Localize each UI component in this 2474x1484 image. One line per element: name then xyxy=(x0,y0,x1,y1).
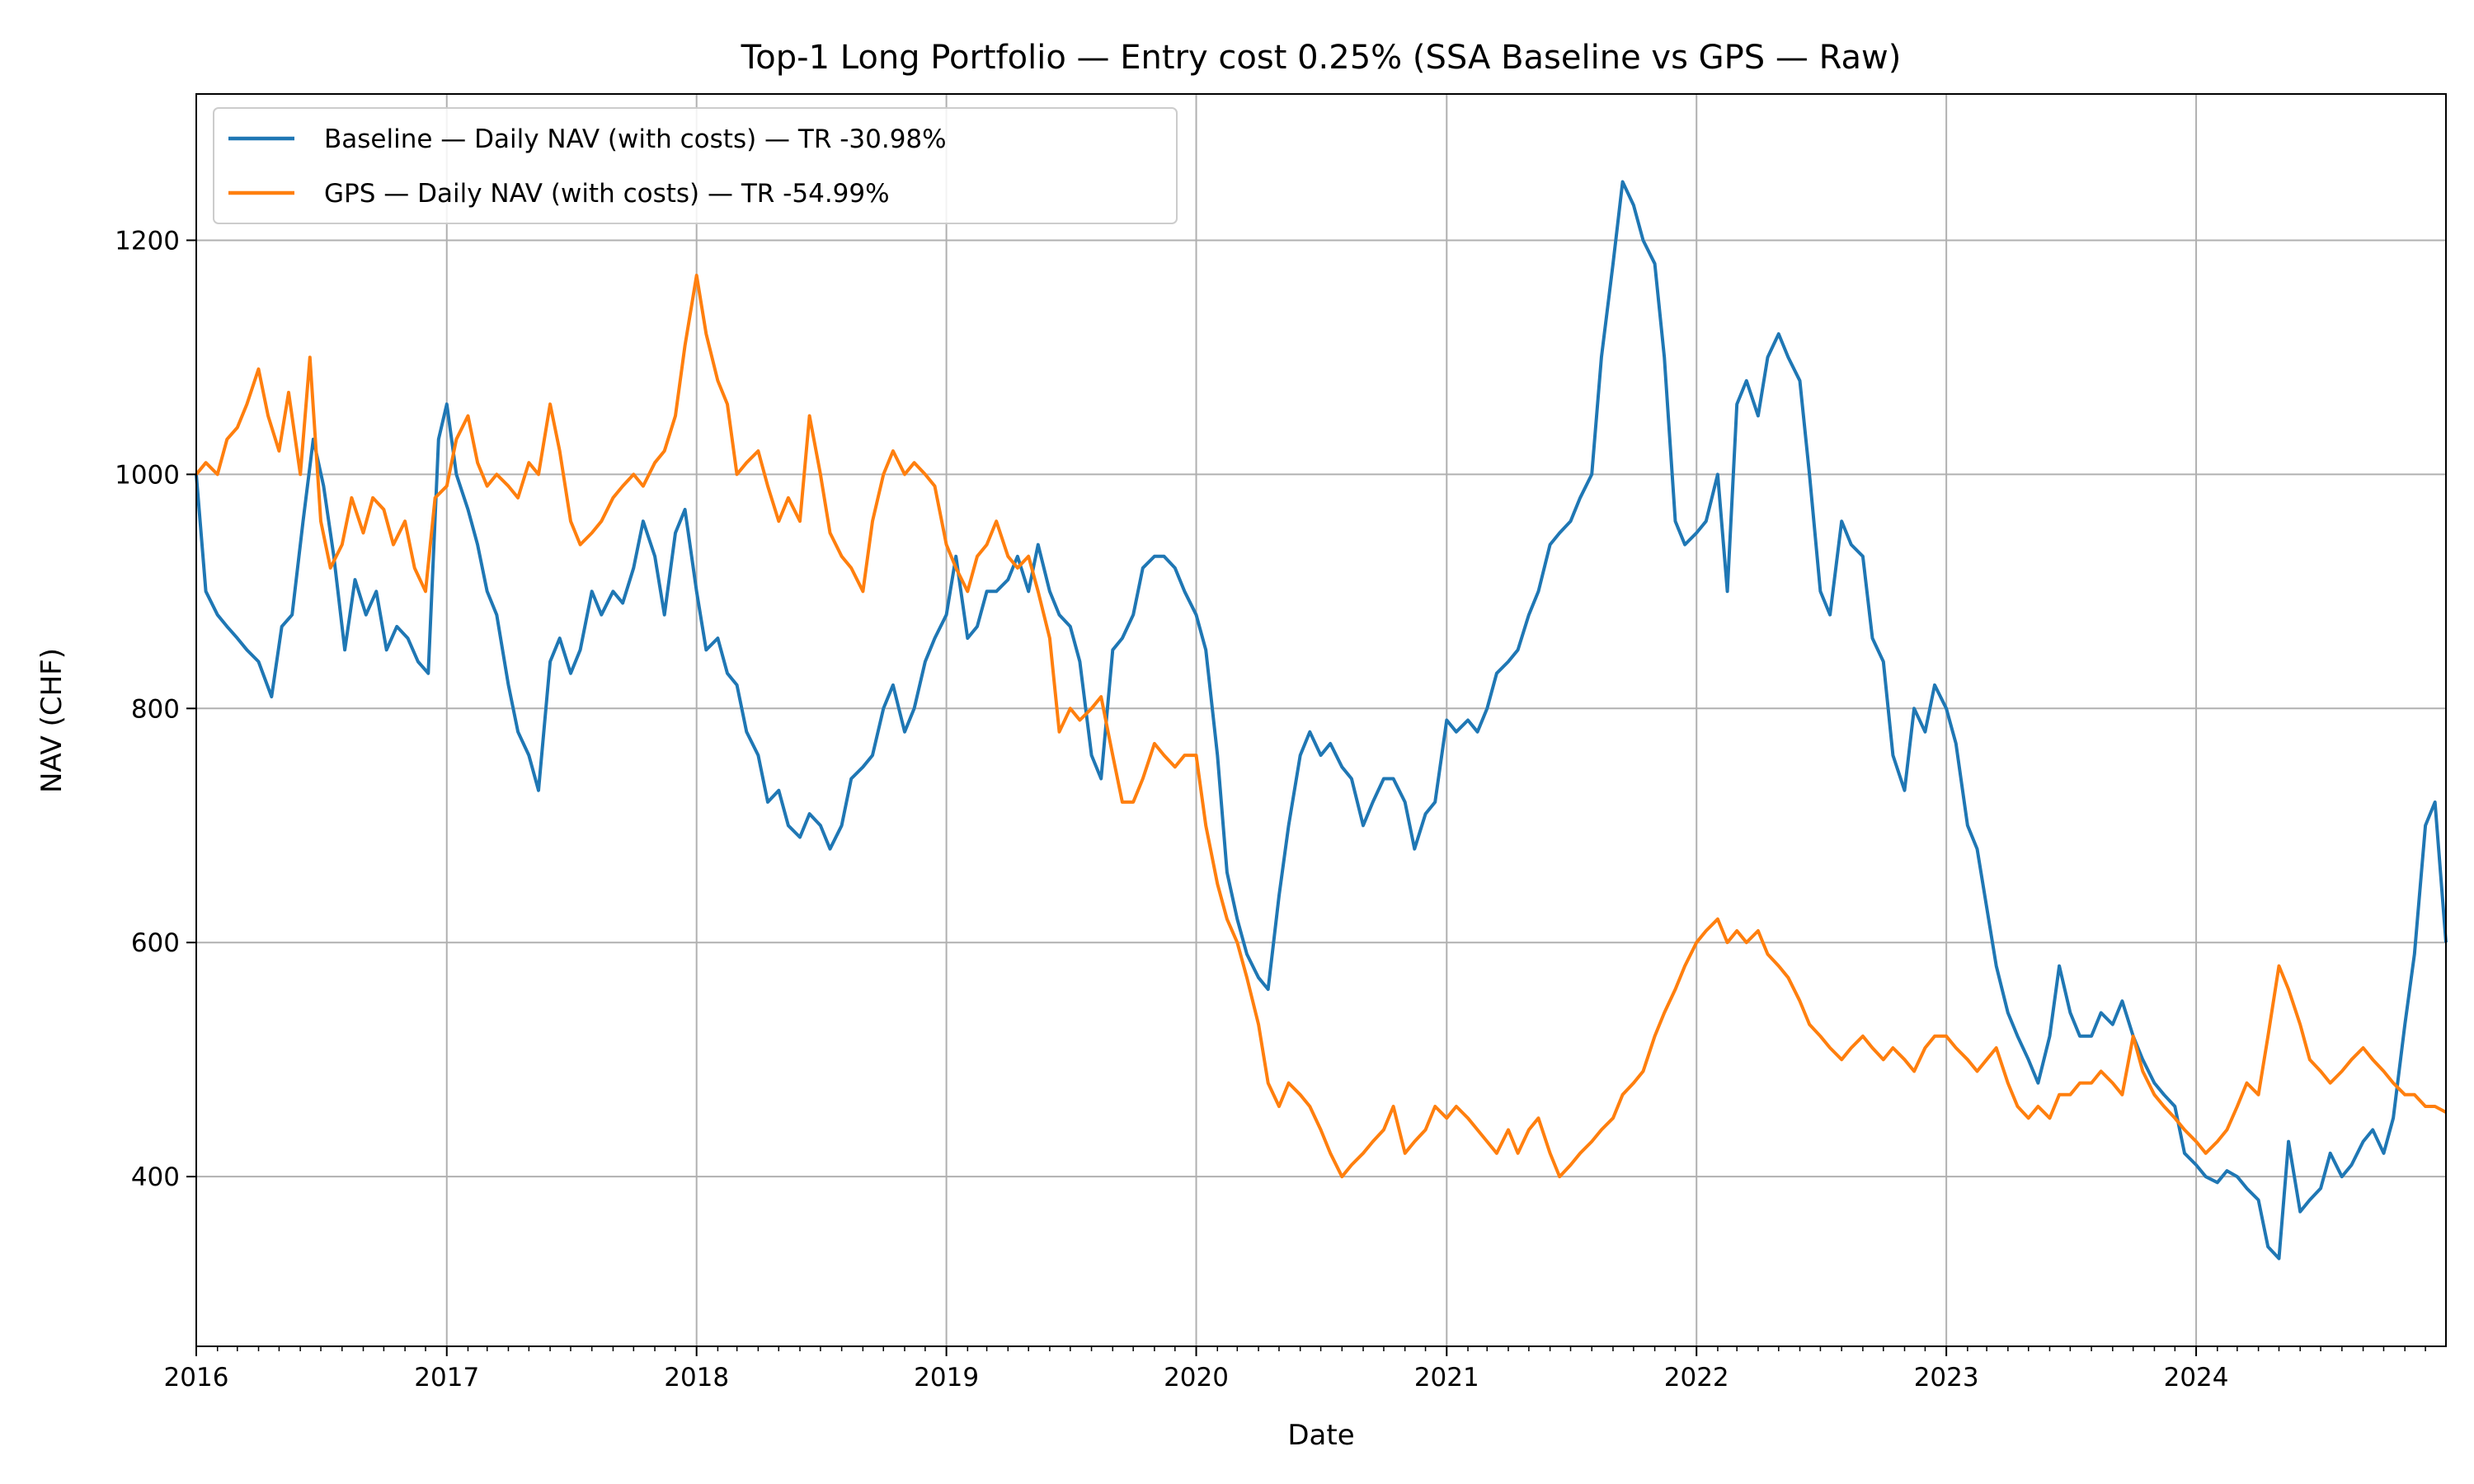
x-tick-label: 2017 xyxy=(414,1363,479,1392)
x-tick-label: 2021 xyxy=(1414,1363,1479,1392)
x-tick-label: 2024 xyxy=(2164,1363,2229,1392)
y-tick-label: 600 xyxy=(131,928,180,958)
legend-label-baseline: Baseline — Daily NAV (with costs) — TR -… xyxy=(324,124,947,154)
y-axis: 400 600 800 1000 1200 xyxy=(115,226,196,1192)
y-axis-label: NAV (CHF) xyxy=(35,648,68,793)
y-tick-label: 1000 xyxy=(115,460,180,490)
y-tick-label: 400 xyxy=(131,1162,180,1192)
legend-label-gps: GPS — Daily NAV (with costs) — TR -54.99… xyxy=(324,179,890,209)
legend-box xyxy=(213,107,1178,224)
series-line-gps xyxy=(195,274,2447,1179)
chart-title: Top-1 Long Portfolio — Entry cost 0.25% … xyxy=(741,39,1902,77)
x-tick-label: 2020 xyxy=(1164,1363,1229,1392)
gridlines xyxy=(195,94,2446,1346)
x-tick-label: 2019 xyxy=(914,1363,979,1392)
series-line-baseline xyxy=(195,180,2448,1261)
y-tick-label: 800 xyxy=(131,694,180,724)
plot-series xyxy=(195,180,2448,1261)
y-tick-label: 1200 xyxy=(115,226,180,256)
x-axis: 2016 2017 2018 2019 2020 2021 2022 2023 2024 xyxy=(164,1346,2426,1392)
x-tick-label: 2016 xyxy=(164,1363,229,1392)
x-tick-label: 2022 xyxy=(1664,1363,1729,1392)
legend: Baseline — Daily NAV (with costs) — TR -… xyxy=(213,107,1178,224)
x-tick-label: 2018 xyxy=(664,1363,729,1392)
x-axis-label: Date xyxy=(1287,1419,1354,1452)
x-tick-label: 2023 xyxy=(1914,1363,1979,1392)
